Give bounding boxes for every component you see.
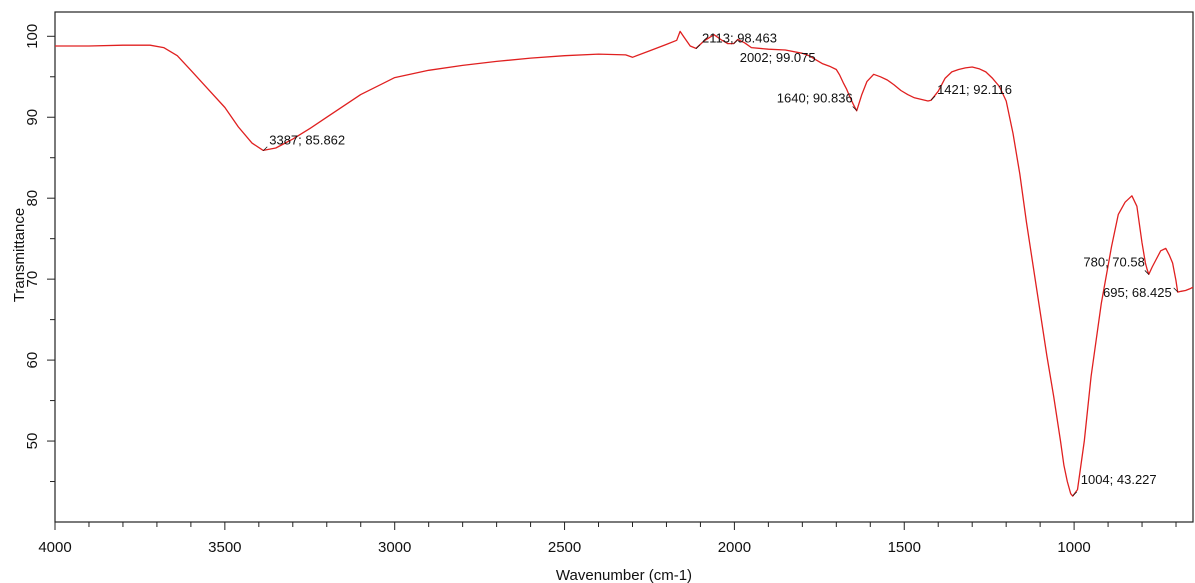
series-layer (55, 30, 1194, 497)
peak-annotation: 1004; 43.227 (1081, 472, 1157, 487)
y-tick-label: 100 (24, 24, 41, 49)
x-tick-label: 3500 (208, 539, 241, 556)
spectrum-line (55, 30, 1194, 497)
annotation-leader (1173, 287, 1178, 293)
y-tick-label: 60 (24, 352, 41, 369)
axes (54, 11, 1194, 523)
plot-frame (54, 11, 1194, 523)
peak-annotation: 2002; 99.075 (740, 50, 816, 65)
annotation-leader (1144, 270, 1150, 275)
y-tick-label: 90 (24, 109, 41, 126)
ticks: 4000 3500 3000 2500 2000 1500 1000 50 60 70 80 90 10… (24, 24, 1177, 556)
peak-annotation: 695; 68.425 (1103, 285, 1172, 300)
x-tick-label: 1500 (888, 539, 921, 556)
annotation-leader (930, 95, 936, 101)
annotation-leader (852, 106, 857, 111)
peak-annotation: 1421; 92.116 (937, 82, 1012, 97)
x-tick-label: 1000 (1057, 539, 1090, 556)
y-tick-label: 80 (24, 190, 41, 207)
y-axis-title: Transmittance (11, 208, 28, 302)
y-tick-label: 70 (24, 271, 41, 288)
annotation-leader (1072, 491, 1078, 497)
annotations: 3387; 85.862 2113; 98.463 2002; 99.075 1640… (262, 31, 1178, 497)
peak-annotation: 1640; 90.836 (777, 90, 853, 105)
peak-annotation: 3387; 85.862 (269, 133, 345, 148)
annotation-leader (262, 146, 268, 152)
x-axis-title: Wavenumber (cm-1) (556, 567, 692, 583)
x-tick-label: 2500 (548, 539, 581, 556)
peak-annotation: 780; 70.58 (1083, 254, 1144, 269)
x-tick-label: 4000 (38, 539, 71, 556)
annotation-leader (733, 39, 739, 45)
y-tick-label: 50 (24, 433, 41, 450)
x-tick-label: 2000 (718, 539, 751, 556)
peak-annotation: 2113; 98.463 (702, 31, 777, 46)
x-tick-label: 3000 (378, 539, 411, 556)
annotation-leader (695, 44, 701, 50)
